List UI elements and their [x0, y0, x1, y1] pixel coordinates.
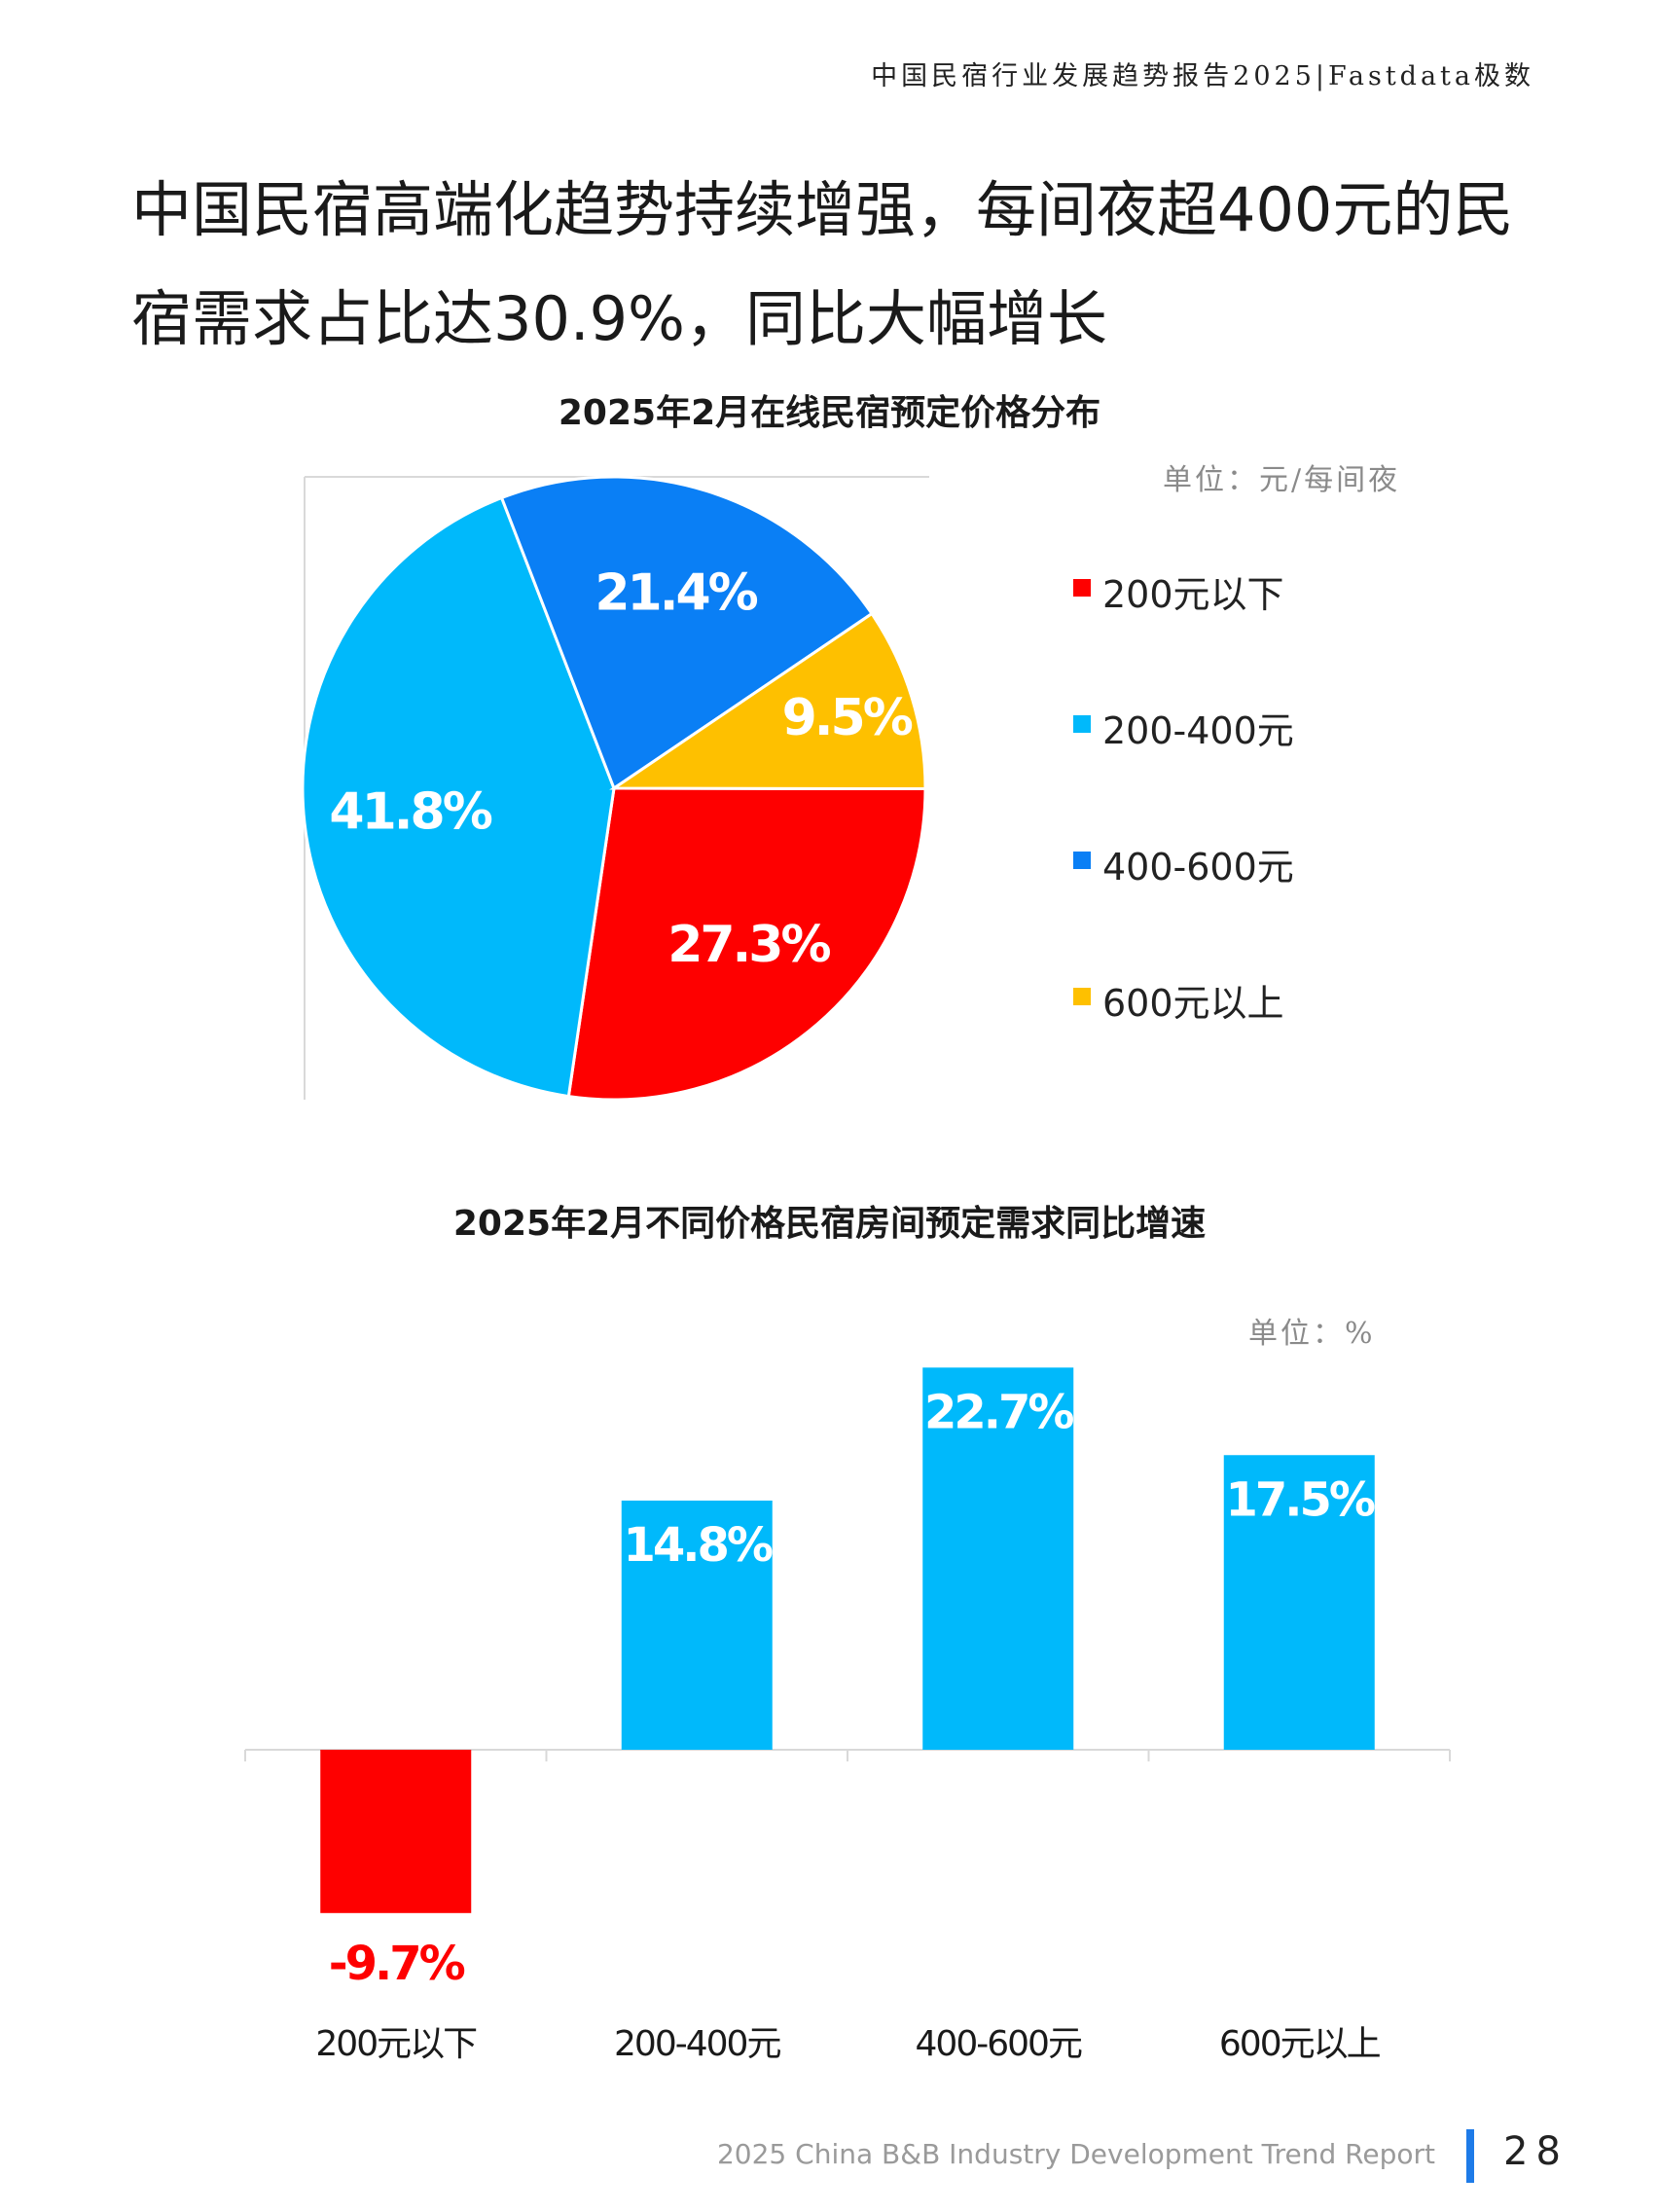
- pie-chart-title: 2025年2月在线民宿预定价格分布: [558, 393, 1101, 433]
- legend-item: 200元以下: [1073, 564, 1294, 701]
- running-header: 中国民宿行业发展趋势报告2025|Fastdata极数: [871, 61, 1534, 91]
- footer-accent-bar: [1466, 2129, 1474, 2183]
- bar-1: [320, 1750, 472, 1913]
- bar-3: [922, 1367, 1074, 1750]
- pie-value-label: 9.5%: [782, 689, 913, 747]
- bar-chart: -9.7% 14.8% 22.7% 17.5% 200元以下 200-400元 400-6…: [244, 1367, 1451, 2064]
- bar-2: [621, 1500, 773, 1750]
- legend-item: 200-400元: [1073, 701, 1294, 837]
- legend-label: 200-400元: [1102, 709, 1294, 752]
- page-number: 28: [1503, 2129, 1569, 2174]
- pie-legend: 200元以下 200-400元 400-600元 600元以上: [1073, 564, 1294, 1109]
- bar-value-label: 17.5%: [1225, 1472, 1374, 1527]
- pie-slice-4: [609, 611, 927, 791]
- footer-report-name: 2025 China B&B Industry Development Tren…: [716, 2138, 1435, 2170]
- legend-swatch: [1073, 579, 1091, 597]
- legend-label: 200元以下: [1102, 573, 1284, 616]
- pie-value-label: 41.8%: [329, 782, 491, 841]
- legend-swatch: [1073, 852, 1091, 869]
- bar-category-label: 200元以下: [315, 2024, 477, 2064]
- pie-chart-unit: 单位：元/每间夜: [1163, 463, 1401, 497]
- legend-swatch: [1073, 715, 1091, 733]
- pie-value-label: 21.4%: [595, 563, 757, 622]
- bar-category-label: 200-400元: [614, 2024, 780, 2064]
- bar-category-label: 400-600元: [916, 2024, 1082, 2064]
- pie-slice-1: [566, 786, 927, 1102]
- bar-4: [1223, 1455, 1375, 1750]
- pie-chart: 27.3% 41.8% 21.4% 9.5%: [301, 475, 929, 1102]
- bar-value-label: 22.7%: [924, 1385, 1073, 1439]
- bar-value-label: -9.7%: [329, 1937, 465, 1991]
- pie-value-label: 27.3%: [667, 916, 830, 974]
- page-headline: 中国民宿高端化趋势持续增强，每间夜超400元的民宿需求占比达30.9%，同比大幅…: [131, 174, 1514, 354]
- legend-label: 400-600元: [1102, 846, 1294, 888]
- legend-item: 400-600元: [1073, 837, 1294, 973]
- pie-slice-2: [301, 495, 616, 1099]
- bar-chart-unit: 单位：%: [1248, 1317, 1376, 1351]
- bar-chart-title: 2025年2月不同价格民宿房间预定需求同比增速: [452, 1204, 1207, 1244]
- legend-item: 600元以上: [1073, 973, 1294, 1109]
- bar-category-label: 600元以上: [1219, 2024, 1381, 2064]
- pie-slice-3: [499, 475, 875, 791]
- legend-swatch: [1073, 988, 1091, 1005]
- bar-value-label: 14.8%: [623, 1518, 772, 1573]
- legend-label: 600元以上: [1102, 982, 1284, 1025]
